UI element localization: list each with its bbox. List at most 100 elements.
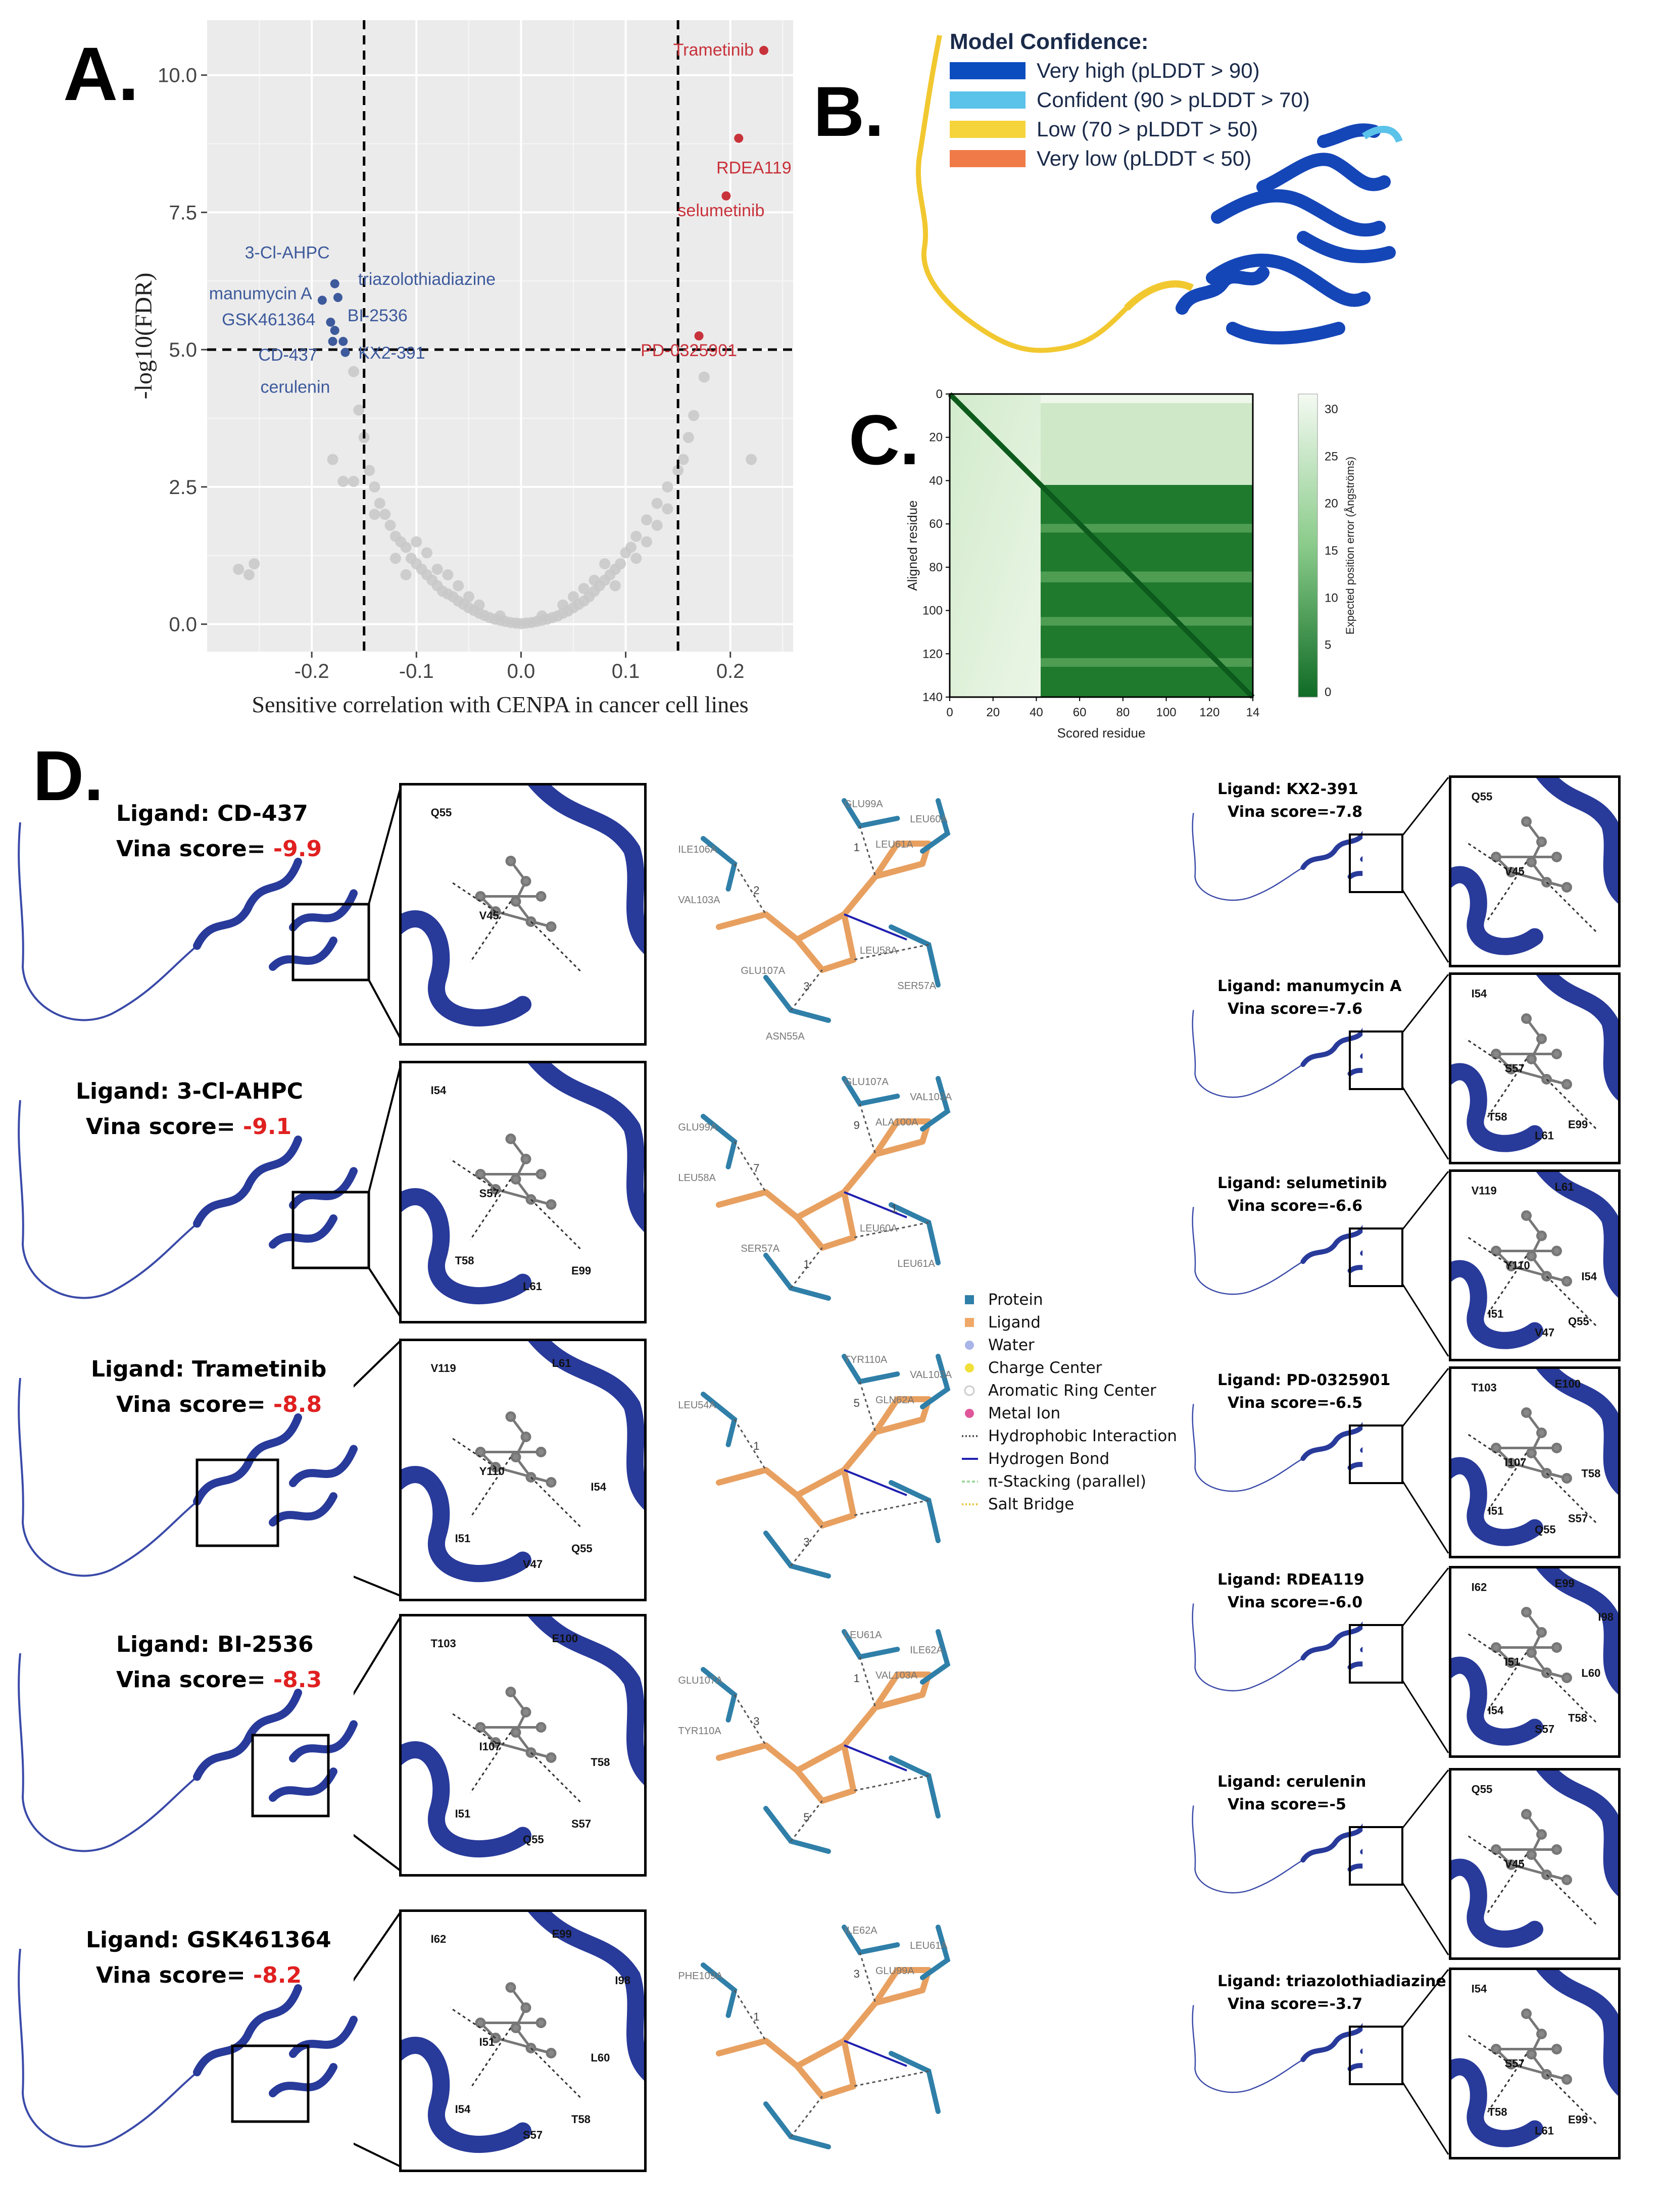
vina-score-value: -8.3 — [273, 1667, 322, 1693]
pae-x-axis-label: Scored residue — [1057, 725, 1146, 741]
background-point — [243, 569, 255, 580]
binding-pocket-box: T103 I107 I51 Q55 S57 T58 E100 — [1449, 1366, 1621, 1558]
zoom-residue-label: V45 — [1505, 865, 1525, 877]
x-tick-label: 0.0 — [507, 660, 535, 682]
zoom-residue-label: Q55 — [523, 1833, 544, 1846]
zoom-residue-label: L61 — [523, 1280, 542, 1293]
zoom-residue-label: S57 — [1505, 2057, 1525, 2070]
disordered-tail-2 — [1124, 280, 1194, 311]
ribbon-helices — [193, 1689, 358, 1802]
residue-label: LEU58A — [678, 1172, 716, 1184]
binding-site-box — [1349, 1624, 1403, 1684]
zoom-residue-label: I98 — [1598, 1611, 1614, 1624]
zoom-residue-label: I51 — [1505, 1655, 1521, 1668]
swatch-low — [950, 121, 1026, 138]
background-point — [353, 404, 365, 416]
residue-label: LEU61A — [897, 1258, 935, 1269]
zoom-residue-label: E99 — [1568, 1118, 1588, 1130]
zoom-residue-label: I54 — [455, 2103, 471, 2116]
pocket-helices — [1451, 1369, 1618, 1546]
pocket-helices — [402, 785, 644, 1026]
pae-y-tick-label: 120 — [922, 647, 943, 661]
zoom-residue-label: I62 — [1472, 1581, 1487, 1593]
binding-site-box — [231, 2044, 310, 2123]
interaction-legend-label: Metal Ion — [988, 1404, 1061, 1422]
pocket-helices — [402, 1063, 644, 1304]
residue-label: GLU107A — [741, 965, 785, 976]
binding-pocket-zoom: T103 I107 I51 Q55 S57 T58 E100 — [1451, 1369, 1618, 1546]
zoom-residue-label: I51 — [455, 1532, 471, 1545]
pae-y-tick-label: 100 — [922, 604, 943, 618]
binding-pocket-zoom: Q55 V45 — [1451, 778, 1618, 955]
residue-label: VAL103A — [910, 1092, 952, 1103]
ribbon-helices — [193, 1413, 358, 1527]
background-point — [641, 536, 652, 548]
colorbar-tick-label: 25 — [1325, 450, 1338, 463]
residue-label: GLU107A — [844, 1076, 889, 1088]
residue-label: ILE62A — [844, 1925, 877, 1936]
x-axis-label: Sensitive correlation with CENPA in canc… — [252, 692, 748, 717]
ribbon-tail — [1192, 1404, 1304, 1492]
legend-symbol-icon — [965, 1318, 974, 1327]
binding-pocket-box: T103 I107 I51 Q55 S57 T58 E100 — [399, 1614, 647, 1877]
pae-y-tick-label: 40 — [929, 474, 943, 487]
ligand-name: Ligand: manumycin A — [1217, 977, 1402, 995]
zoom-residue-label: S57 — [1568, 1512, 1588, 1525]
background-point — [698, 371, 710, 383]
zoom-residue-label: T103 — [431, 1637, 456, 1650]
interaction-lines — [450, 880, 582, 973]
zoom-residue-label: S57 — [571, 1817, 591, 1830]
interaction-legend-item: Salt Bridge — [960, 1495, 1074, 1513]
hydrogen-bond-line — [844, 2040, 907, 2067]
pae-x-tick-label: 0 — [946, 706, 953, 719]
background-point — [662, 503, 673, 515]
zoom-residue-label: T58 — [1581, 1467, 1600, 1480]
protein-ribbon — [18, 1378, 358, 1577]
binding-site-box — [196, 1458, 279, 1547]
background-point — [431, 563, 443, 575]
interaction-legend-item: Protein — [960, 1291, 1043, 1309]
background-point — [557, 599, 569, 611]
interaction-number: 1 — [753, 2010, 759, 2023]
pae-y-tick-label: 0 — [936, 389, 943, 401]
vina-score: Vina score= -8.2 — [96, 1962, 302, 1988]
zoom-residue-label: E99 — [571, 1264, 591, 1277]
background-point — [348, 366, 359, 377]
zoom-connector — [1402, 1969, 1449, 2155]
hydrophobic-lines — [734, 1656, 929, 1842]
binding-pocket-zoom: I54 S57 T58 L61 E99 — [1451, 975, 1618, 1152]
point-label: BI-2536 — [348, 306, 408, 325]
background-point — [364, 465, 375, 476]
ligand-name: Ligand: CD-437 — [116, 801, 308, 826]
residue-label: LEU61A — [875, 839, 913, 850]
background-point — [651, 520, 663, 531]
swatch-confident — [950, 91, 1026, 109]
legend-symbol-icon — [965, 1341, 974, 1350]
zoom-residue-label: I107 — [1505, 1456, 1527, 1468]
zoom-connector — [1402, 1567, 1449, 1753]
interaction-legend-item: π-Stacking (parallel) — [960, 1472, 1146, 1491]
vina-score: Vina score=-6.0 — [1228, 1594, 1363, 1611]
interaction-lines — [450, 1711, 582, 1804]
vina-score-value: -9.1 — [242, 1114, 292, 1140]
zoom-residue-label: L61 — [1535, 2125, 1554, 2137]
zoom-residue-label: S57 — [479, 1187, 499, 1200]
y-tick-label: 7.5 — [169, 202, 197, 224]
pae-heatmap: 0 20 40 60 80 100 120 14020406080100120140Score… — [905, 389, 1356, 741]
binding-pocket-box: Q55 V45 — [399, 783, 647, 1046]
ligand-ballstick — [475, 1687, 557, 1763]
background-point — [495, 610, 506, 622]
y-tick-label: 10.0 — [158, 65, 197, 87]
interaction-number: 5 — [854, 1397, 860, 1409]
background-point — [379, 509, 391, 520]
ribbon-tail — [1192, 2005, 1304, 2093]
background-point — [421, 547, 432, 559]
binding-site-box — [1349, 833, 1403, 893]
interaction-lines — [1465, 1834, 1598, 1926]
residue-label: LEU61A — [844, 1630, 882, 1641]
binding-site-box — [251, 1734, 330, 1817]
interaction-legend-item: Water — [960, 1336, 1035, 1354]
ribbon-helices — [193, 1984, 358, 2097]
binding-pocket-box: Q55 V45 — [1449, 775, 1621, 967]
panel-d-label: D. — [33, 736, 104, 815]
